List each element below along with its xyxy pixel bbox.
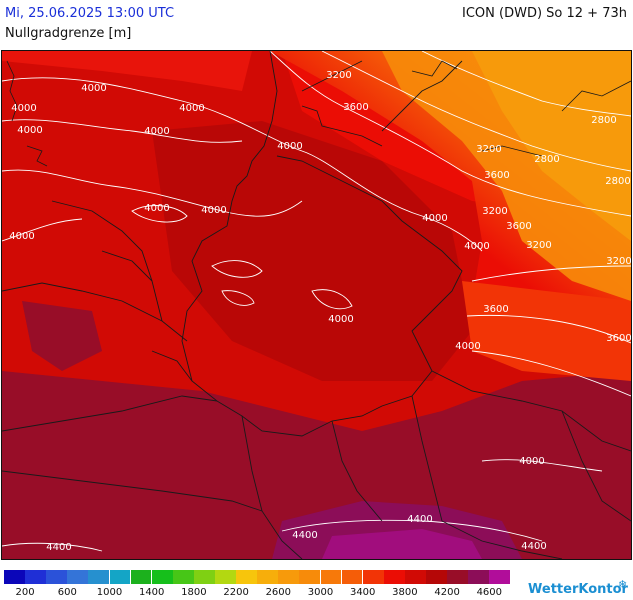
field-central-dark [152,121,472,381]
contour-label: 3200 [482,206,507,217]
contour-label: 3200 [476,144,501,155]
legend-label: 3000 [307,587,334,598]
legend-swatch [341,570,363,584]
contour-label: 4000 [11,103,36,114]
legend-swatch [172,570,194,584]
brand-snowflake-icon: ❄ [618,578,628,591]
legend-label: 2200 [223,587,249,598]
map-canvas: 4000 4000 4000 4000 4000 4000 4000 4000 4000 4000… [2,51,631,559]
legend-swatch [320,570,342,584]
contour-label: 4000 [9,231,34,242]
field-west-patch [22,301,102,371]
contour-label: 4400 [521,541,546,552]
legend-swatch [489,570,511,584]
legend-swatch [193,570,215,584]
legend-swatch [404,570,426,584]
legend-swatch [130,570,152,584]
country-borders [2,51,631,559]
legend-label: 1000 [96,587,123,598]
contour-label: 4400 [407,514,432,525]
legend-label: 1800 [181,587,207,598]
contour-label: 4000 [328,314,353,325]
legend-swatch [468,570,490,584]
legend-swatch [88,570,110,584]
contour-label: 4000 [201,205,226,216]
coastlines [6,60,631,167]
legend-swatch [109,570,131,584]
field-northeast-light [472,51,631,241]
contour-label: 4000 [179,103,204,114]
legend-label: 3800 [392,587,418,598]
legend-swatch [67,570,89,584]
legend-swatch [236,570,257,584]
field-alps-peak [322,529,482,559]
legend-label: 1400 [138,587,165,598]
contour-label: 4000 [144,126,169,137]
contour-label: 3600 [484,170,509,181]
legend-swatch [362,570,384,584]
field-northwest [2,51,252,91]
contour-label: 2800 [534,154,559,165]
contour-label: 4000 [144,203,169,214]
legend-label: 4600 [476,587,503,598]
legend-swatch [447,570,468,584]
legend-label: 4200 [434,587,460,598]
legend-swatch [151,570,173,584]
contour-label: 3200 [606,256,631,267]
contour-lines [2,51,631,552]
freezing-level-map[interactable]: 4000 4000 4000 4000 4000 4000 4000 4000 4000 4000… [1,50,632,560]
model-run-label: ICON (DWD) So 12 + 73h [462,6,627,21]
legend-swatch [383,570,405,584]
legend-swatch [299,570,321,584]
contour-label: 3200 [526,240,551,251]
brand-logo-text: WetterKontor [528,582,628,597]
contour-label: 3200 [326,70,351,81]
legend-swatch [257,570,279,584]
legend-swatch [4,570,25,584]
contour-label: 4400 [292,530,317,541]
contour-label: 4000 [81,83,106,94]
contour-labels: 4000 4000 4000 4000 4000 4000 4000 4000 4000 4000… [9,70,631,553]
contour-label: 2800 [605,176,630,187]
legend-swatch [25,570,46,584]
legend-swatch [426,570,447,584]
contour-label: 4000 [519,456,544,467]
legend-label: 3400 [349,587,376,598]
forecast-datetime: Mi, 25.06.2025 13:00 UTC [5,6,175,21]
legend-label: 200 [15,587,35,598]
contour-label: 3600 [343,102,368,113]
contour-label: 4000 [422,213,447,224]
contour-label: 4400 [46,542,71,553]
contour-label: 3600 [606,333,631,344]
legend-swatch [46,570,68,584]
legend-swatch [215,570,236,584]
contour-label: 4000 [455,341,480,352]
legend-swatch [278,570,300,584]
contour-label: 2800 [591,115,616,126]
contour-label: 4000 [17,125,42,136]
contour-label: 4000 [464,241,489,252]
contour-label: 4000 [277,141,302,152]
contour-label: 3600 [483,304,508,315]
field-south-maroon [2,371,631,559]
legend-label: 2600 [265,587,292,598]
contour-label: 3600 [506,221,531,232]
legend-label: 600 [57,587,77,598]
parameter-title: Nullgradgrenze [m] [5,26,132,41]
